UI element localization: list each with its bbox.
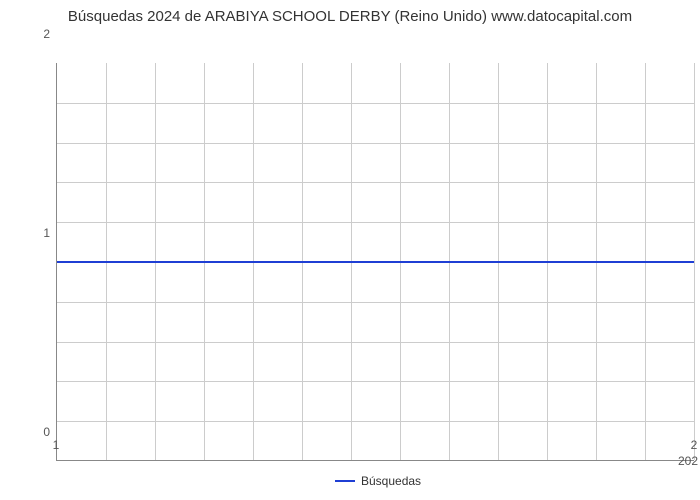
y-tick-label: 1: [34, 226, 50, 240]
grid-line-v: [694, 63, 695, 460]
secondary-x-label: 202: [678, 454, 698, 468]
legend-label: Búsquedas: [361, 474, 421, 488]
chart-title: Búsquedas 2024 de ARABIYA SCHOOL DERBY (…: [0, 0, 700, 29]
legend: Búsquedas: [335, 474, 421, 488]
y-tick-label: 2: [34, 27, 50, 41]
y-tick-label: 0: [34, 425, 50, 439]
grid-line-h: [57, 103, 694, 104]
series-line: [57, 261, 694, 263]
x-tick-label: 1: [53, 438, 60, 452]
grid-line-h: [57, 302, 694, 303]
grid-line-h: [57, 421, 694, 422]
legend-swatch: [335, 480, 355, 482]
grid-line-h: [57, 381, 694, 382]
grid-line-h: [57, 342, 694, 343]
plot-area: [56, 63, 694, 461]
x-tick-label: 2: [691, 438, 698, 452]
grid-line-h: [57, 143, 694, 144]
grid-line-h: [57, 222, 694, 223]
grid-line-h: [57, 182, 694, 183]
